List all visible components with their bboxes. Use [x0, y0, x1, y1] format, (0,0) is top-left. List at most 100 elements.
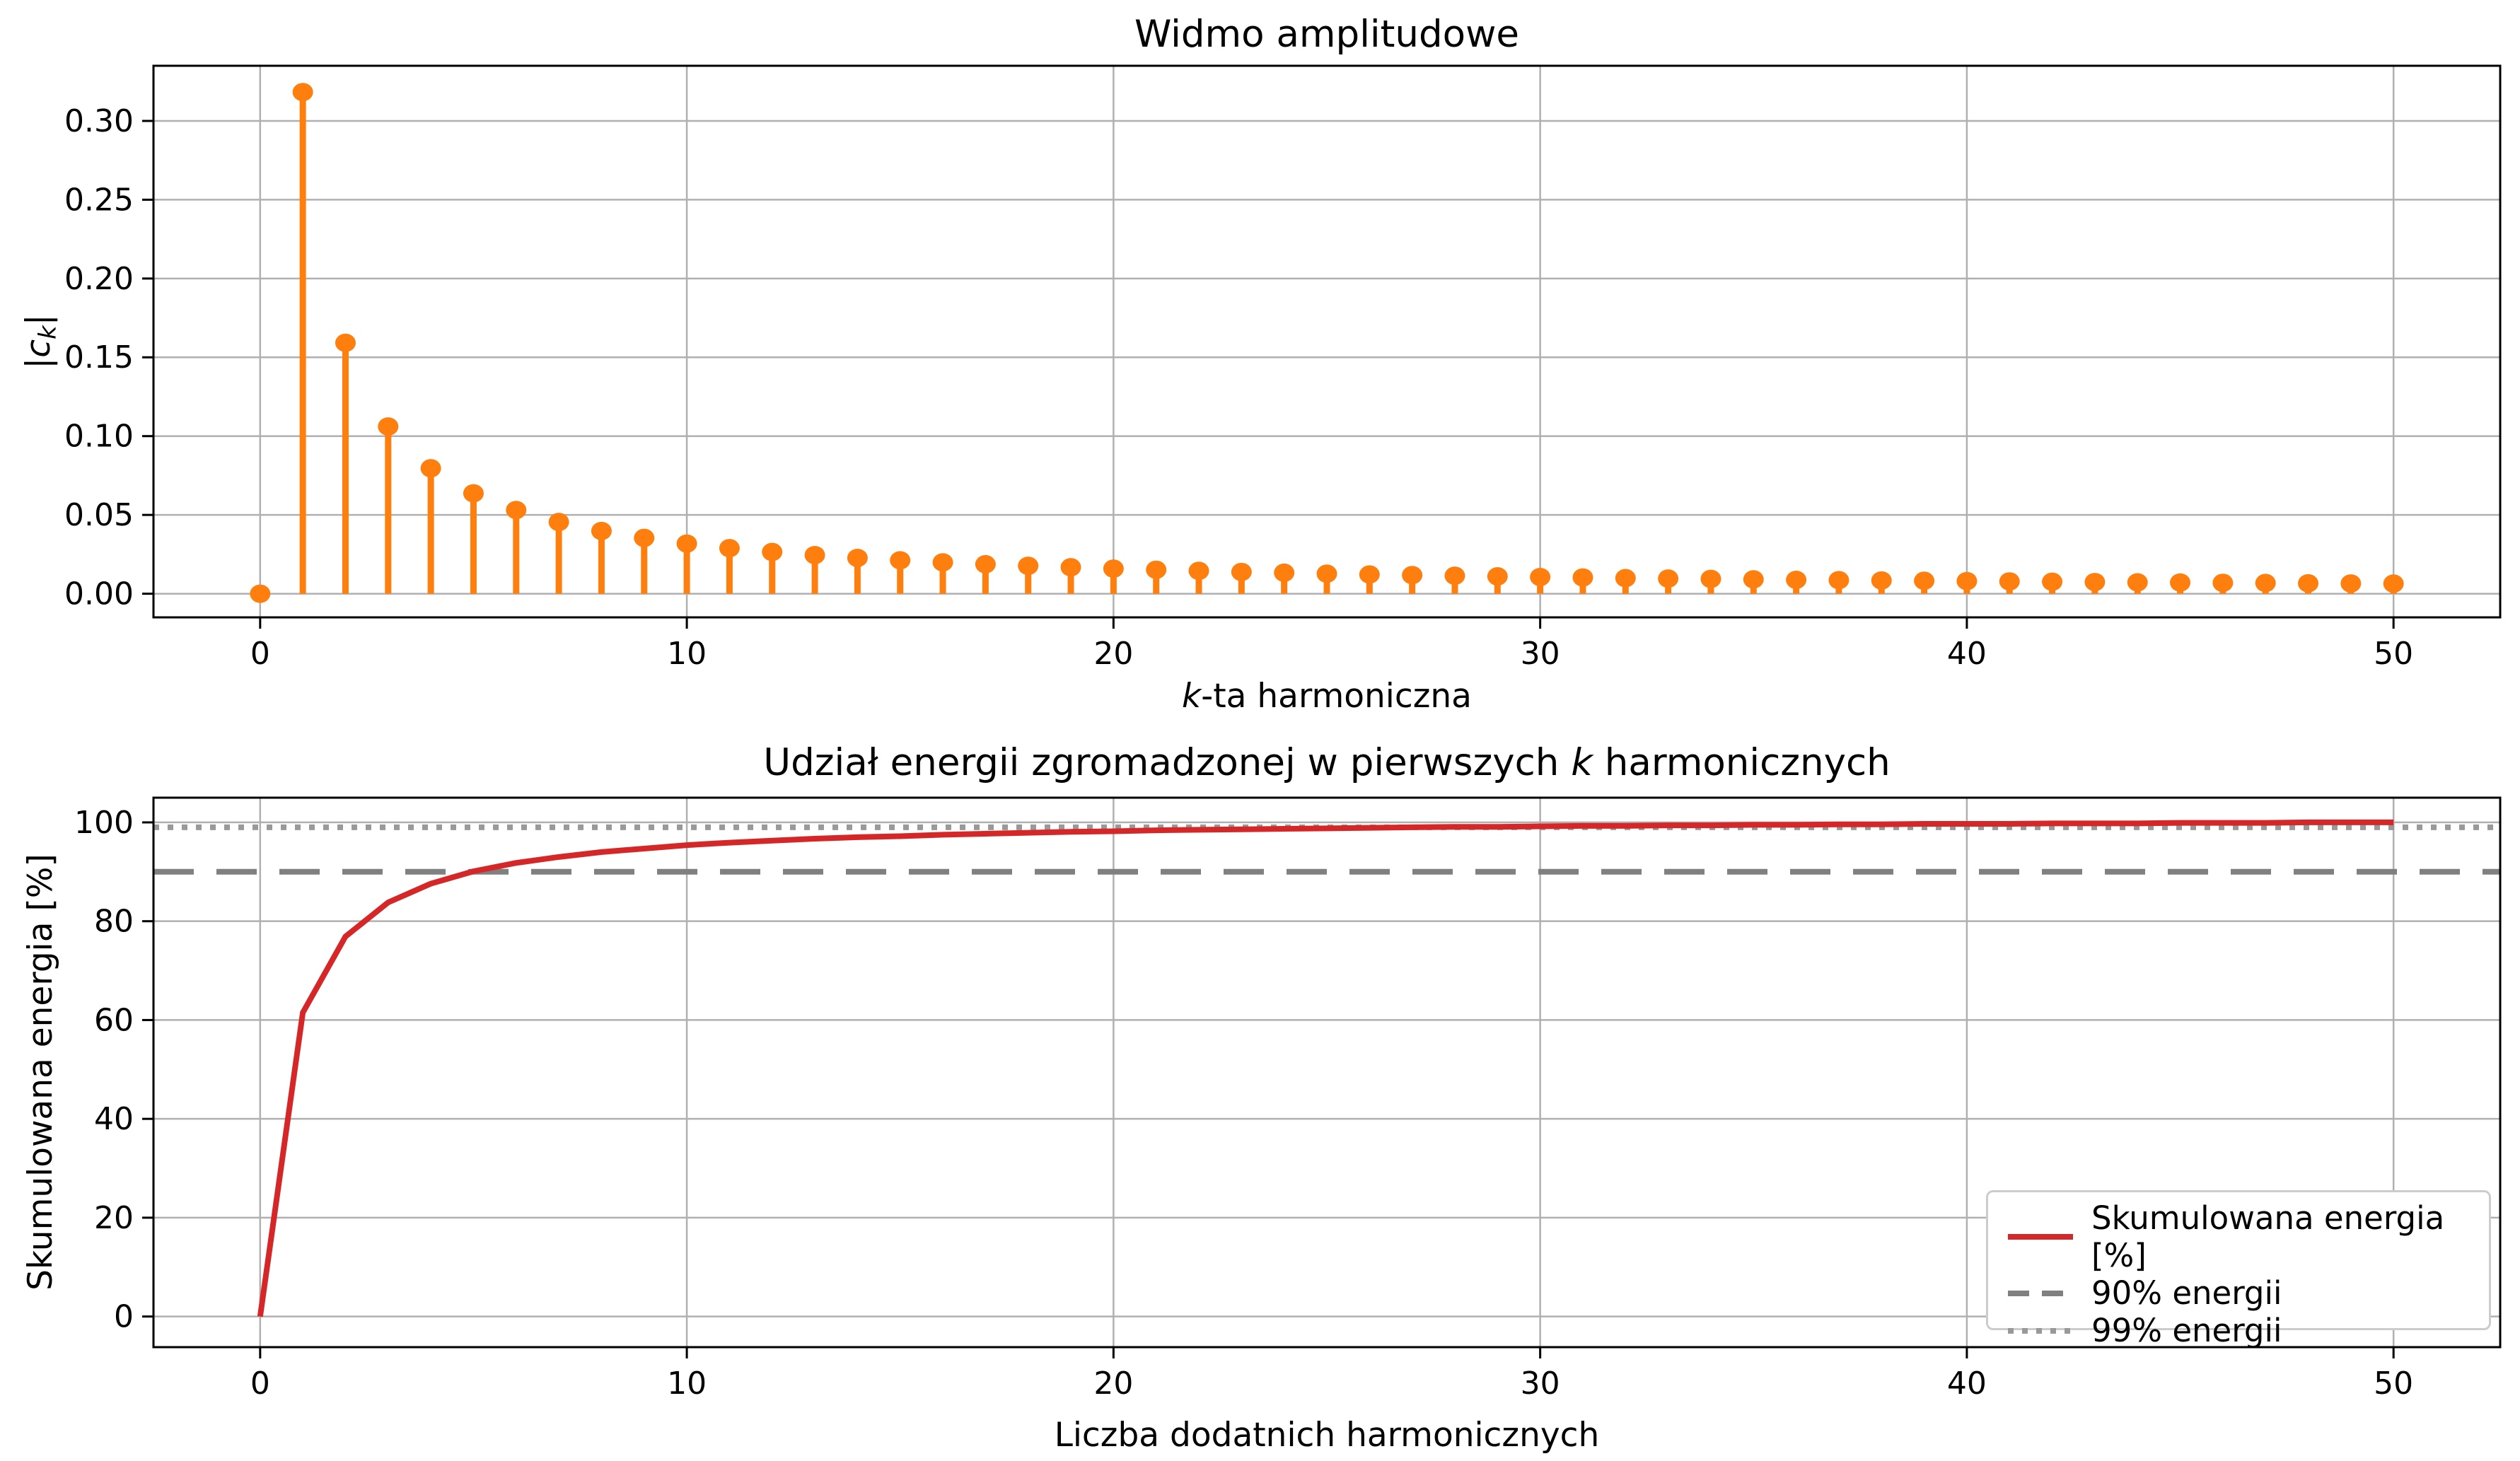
legend-label: 90% energii [2091, 1274, 2282, 1312]
stem-marker [250, 584, 271, 603]
legend-dotted-line-icon [2008, 1327, 2073, 1334]
y-tick-label: 40 [94, 1101, 134, 1137]
cumulative-energy-line [257, 819, 2394, 1317]
bottom-title-pre: Udział energii zgromadzonej w pierwszych [763, 741, 1572, 784]
stem-marker [1999, 572, 2020, 591]
y-tick-label: 0 [114, 1299, 134, 1335]
stem-marker [1871, 571, 1892, 590]
stem-marker [847, 548, 868, 567]
stem-marker [2383, 574, 2404, 593]
stem-marker [676, 534, 697, 553]
bottom-title-post: harmonicznych [1592, 741, 1891, 784]
stem-marker [1615, 569, 1636, 588]
y-tick-label: 0.25 [64, 182, 134, 218]
y-tick-label: 20 [94, 1200, 134, 1236]
x-tick-label: 20 [1093, 1366, 1133, 1402]
stem-marker [890, 551, 911, 570]
x-tick-label: 10 [667, 1366, 707, 1402]
x-tick-label: 20 [1093, 636, 1133, 672]
stem-marker [1103, 559, 1124, 578]
stem-marker [2255, 574, 2276, 593]
x-tick-label: 10 [667, 636, 707, 672]
legend-label: Skumulowana energia [%] [2091, 1199, 2445, 1274]
x-tick-label: 0 [250, 1366, 270, 1402]
y-tick-label: 0.10 [64, 419, 134, 455]
bottom-chart-xlabel: Liczba dodatnich harmonicznych [1054, 1416, 1600, 1455]
x-tick-label: 50 [2374, 636, 2413, 672]
y-tick-label: 100 [74, 805, 134, 841]
stem-marker [1274, 563, 1295, 582]
legend-dashed-line-icon [2008, 1290, 2073, 1296]
stem-marker [1700, 569, 1721, 588]
legend-solid-line-icon [2008, 1234, 2073, 1240]
legend-entry-99: 99% energii [2008, 1312, 2482, 1349]
legend-label: 99% energii [2091, 1312, 2282, 1349]
top-ylabel-post: | [19, 314, 58, 326]
stem-marker [1316, 564, 1337, 583]
stem-marker [378, 417, 399, 436]
stem-marker [2212, 574, 2234, 593]
stem-marker [548, 513, 569, 532]
stem-marker [2298, 574, 2319, 593]
top-xlabel-var: k [1182, 677, 1202, 716]
stem-marker [2340, 574, 2362, 593]
stem-marker [2084, 573, 2106, 592]
stem-marker [975, 554, 996, 574]
stem-marker [2127, 573, 2148, 592]
bottom-title-var: k [1571, 741, 1593, 784]
stem-marker [2042, 572, 2063, 591]
legend: Skumulowana energia [%] 90% energii 99% … [1986, 1190, 2491, 1349]
axes-spines [152, 796, 2502, 1349]
stem-marker [506, 501, 527, 520]
top-ylabel-pre: | [19, 357, 58, 369]
top-chart-title: Widmo amplitudowe [1134, 13, 1520, 56]
stem-marker [1487, 567, 1508, 586]
y-tick-label: 60 [94, 1002, 134, 1038]
stem-marker [1402, 566, 1423, 585]
y-tick-label: 80 [94, 904, 134, 940]
y-tick-label: 0.30 [64, 103, 134, 139]
stem-marker [1231, 562, 1252, 581]
x-tick-label: 40 [1947, 1366, 1987, 1402]
stem-marker [932, 553, 953, 572]
stem-marker [1743, 570, 1764, 589]
stem-marker [591, 521, 612, 540]
stem-marker [1018, 557, 1039, 576]
y-tick-label: 0.15 [64, 339, 134, 376]
stem-marker [1786, 570, 1807, 589]
stem-marker [1146, 560, 1167, 579]
stem-marker [719, 539, 740, 558]
y-tick-label: 0.00 [64, 576, 134, 612]
stem-marker [1828, 571, 1850, 590]
legend-entry-cumulative: Skumulowana energia [%] [2008, 1199, 2482, 1274]
x-tick-label: 30 [1521, 636, 1560, 672]
x-tick-label: 50 [2374, 1366, 2413, 1402]
stem-marker [1359, 565, 1380, 584]
stem-marker [292, 83, 313, 102]
stem-marker [804, 545, 825, 564]
x-tick-label: 30 [1521, 1366, 1560, 1402]
top-chart-xlabel: k-ta harmoniczna [153, 677, 2500, 716]
stem-marker [634, 528, 655, 547]
top-xlabel-rest: -ta harmoniczna [1201, 677, 1472, 716]
top-ylabel-sub: k [34, 325, 62, 339]
x-tick-label: 0 [250, 636, 270, 672]
stem-marker [2170, 573, 2191, 592]
y-tick-label: 0.05 [64, 497, 134, 533]
x-tick-label: 40 [1947, 636, 1987, 672]
stem-marker [1658, 569, 1679, 588]
legend-entry-90: 90% energii [2008, 1274, 2482, 1312]
stem-marker [762, 542, 783, 561]
top-ylabel-var: c [19, 339, 58, 358]
axes-spines [152, 64, 2502, 619]
stem-marker [1444, 566, 1465, 586]
stem-marker [1188, 561, 1209, 581]
bottom-chart-title: Udział energii zgromadzonej w pierwszych… [153, 741, 2500, 784]
stem-marker [1060, 558, 1081, 577]
stem-marker [463, 484, 484, 503]
stem-marker [1956, 571, 1978, 590]
stem-marker [420, 459, 441, 478]
stem-marker [1530, 567, 1551, 586]
